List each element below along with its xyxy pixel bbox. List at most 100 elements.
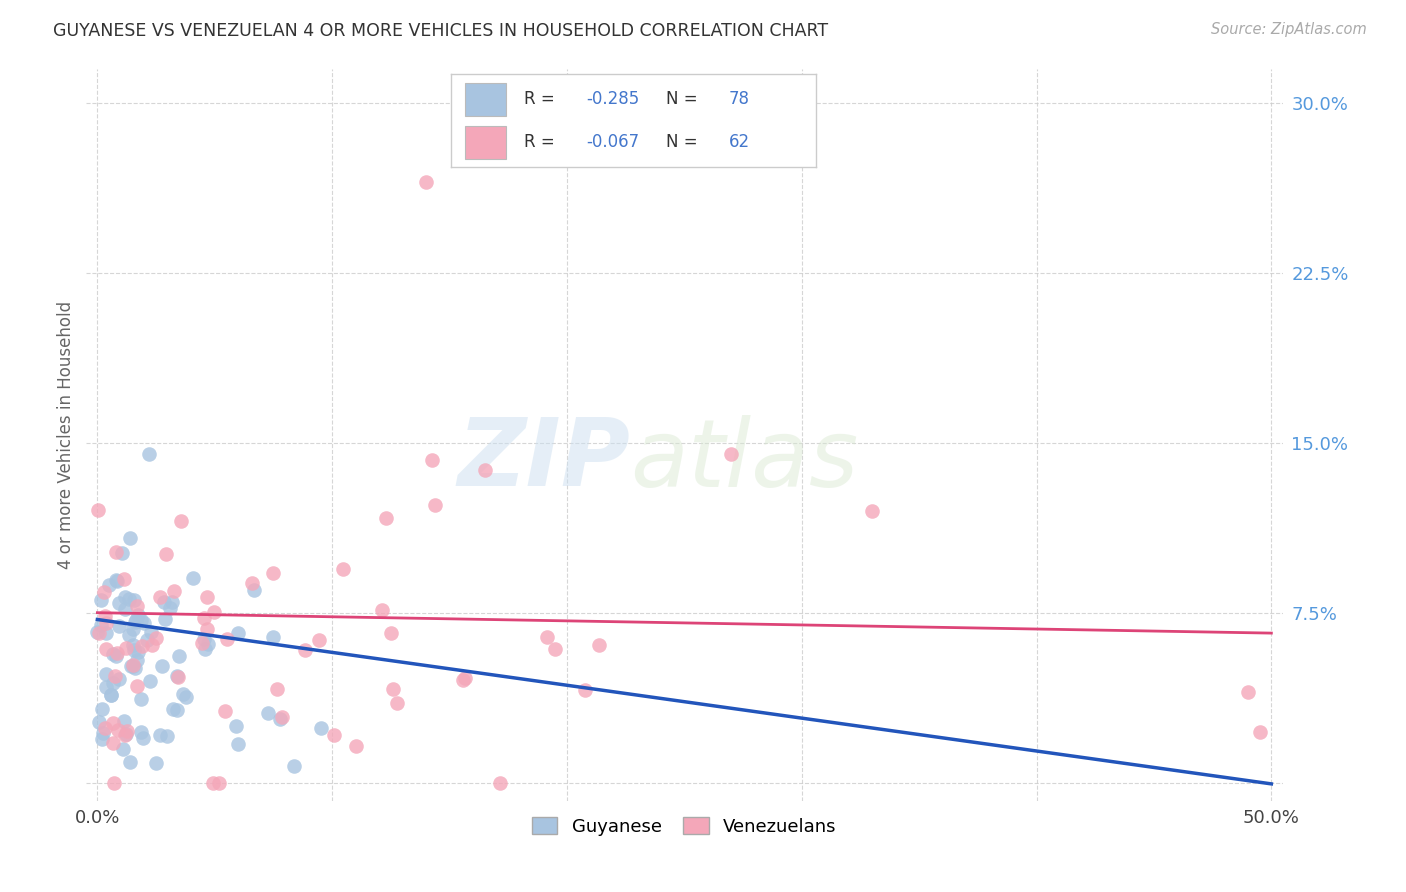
Point — [574, 682, 596, 697]
Point — [214, 704, 236, 718]
Point — [720, 447, 742, 461]
Point — [124, 615, 146, 629]
Point — [162, 702, 184, 716]
Point — [94, 626, 117, 640]
Point — [94, 680, 117, 694]
Point — [90, 617, 112, 632]
Point — [262, 630, 284, 644]
Point — [167, 648, 190, 663]
Point — [420, 453, 443, 467]
Point — [103, 736, 125, 750]
Point — [195, 591, 218, 605]
Point — [112, 714, 135, 728]
Point — [166, 703, 188, 717]
Point — [141, 624, 163, 639]
Point — [308, 633, 330, 648]
Point — [127, 599, 149, 613]
Point — [197, 637, 219, 651]
Point — [451, 673, 474, 688]
Point — [415, 175, 437, 189]
Point — [193, 611, 215, 625]
Point — [101, 676, 124, 690]
Point — [149, 728, 172, 742]
Point — [122, 642, 145, 657]
Y-axis label: 4 or more Vehicles in Household: 4 or more Vehicles in Household — [58, 301, 75, 569]
Point — [149, 591, 172, 605]
Point — [101, 648, 124, 662]
Point — [105, 573, 128, 587]
Point — [104, 669, 127, 683]
Point — [174, 690, 197, 704]
Point — [108, 596, 131, 610]
Point — [115, 641, 138, 656]
Point — [371, 603, 394, 617]
Point — [380, 626, 402, 640]
Point — [150, 659, 173, 673]
Point — [120, 658, 142, 673]
Point — [125, 614, 148, 628]
Point — [323, 728, 346, 742]
Point — [132, 731, 155, 746]
Point — [156, 729, 179, 743]
Point — [121, 622, 143, 636]
Point — [256, 706, 278, 720]
Point — [125, 653, 148, 667]
Point — [194, 642, 217, 657]
Point — [269, 712, 291, 726]
Point — [108, 672, 131, 686]
Point — [453, 672, 475, 686]
Text: atlas: atlas — [630, 415, 859, 506]
Point — [87, 714, 110, 729]
Point — [124, 593, 146, 607]
Point — [217, 632, 239, 647]
Point — [96, 642, 118, 657]
Point — [382, 681, 405, 696]
Point — [226, 737, 249, 751]
Point — [129, 725, 152, 739]
Point — [127, 608, 149, 623]
Point — [474, 463, 496, 477]
Point — [240, 575, 263, 590]
Point — [87, 625, 110, 640]
Point — [129, 613, 152, 627]
Point — [387, 696, 409, 710]
Point — [153, 612, 176, 626]
Point — [155, 547, 177, 561]
Point — [139, 674, 162, 689]
Point — [94, 721, 117, 735]
Point — [544, 642, 567, 657]
Point — [94, 616, 117, 631]
Point — [201, 776, 224, 790]
Point — [202, 605, 225, 619]
Point — [166, 669, 188, 683]
Point — [124, 661, 146, 675]
Point — [105, 646, 128, 660]
Point — [93, 584, 115, 599]
Point — [94, 608, 117, 623]
Point — [117, 628, 139, 642]
Point — [311, 721, 333, 735]
Point — [107, 723, 129, 737]
Point — [127, 645, 149, 659]
Point — [125, 679, 148, 693]
Point — [283, 758, 305, 772]
Point — [172, 687, 194, 701]
Point — [332, 562, 354, 576]
Point — [129, 691, 152, 706]
Point — [114, 590, 136, 604]
Point — [181, 571, 204, 585]
Point — [90, 731, 112, 746]
Point — [294, 643, 316, 657]
Point — [118, 532, 141, 546]
Point — [121, 638, 143, 652]
Point — [160, 595, 183, 609]
Point — [170, 514, 193, 528]
Point — [860, 503, 883, 517]
Point — [228, 625, 250, 640]
Point — [167, 670, 190, 684]
Point — [190, 636, 212, 650]
Point — [132, 616, 155, 631]
Point — [104, 545, 127, 559]
Point — [1237, 685, 1260, 699]
Point — [100, 689, 122, 703]
